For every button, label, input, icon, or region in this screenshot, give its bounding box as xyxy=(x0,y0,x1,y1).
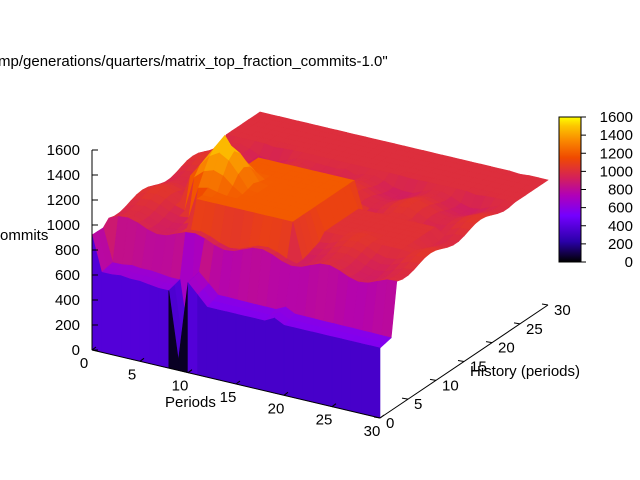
x-tick-mark xyxy=(187,369,193,374)
surface-side-panel xyxy=(331,336,342,410)
x-tick-label: 30 xyxy=(364,423,381,440)
z-axis-label: ommits xyxy=(0,227,48,244)
colorbar-tick-label: 400 xyxy=(608,218,633,235)
surface-side-panel xyxy=(158,288,170,369)
surface-mesh xyxy=(91,111,549,419)
z-tick-label: 600 xyxy=(55,267,80,284)
x-tick-label: 25 xyxy=(316,412,333,429)
colorbar-tick-label: 800 xyxy=(608,182,633,199)
z-tick-label: 1000 xyxy=(47,217,80,234)
x-tick-mark xyxy=(91,346,97,351)
surface-side-panel xyxy=(139,280,150,364)
x-tick-mark xyxy=(379,414,385,419)
z-tick-labels: 0 200 400 600 800 1000 1200 1400 1600 xyxy=(47,142,98,359)
y-tick-mark xyxy=(373,416,381,419)
surface-side-panel xyxy=(254,318,266,392)
surface-side-panel xyxy=(206,306,218,380)
z-tick-label: 200 xyxy=(55,317,80,334)
surface-side-panel xyxy=(245,315,256,389)
y-tick-label: 0 xyxy=(386,415,394,432)
x-tick-mark xyxy=(235,380,241,385)
colorbar-tick-label: 0 xyxy=(625,254,633,271)
surface-side-panel xyxy=(130,278,141,362)
x-tick-label: 15 xyxy=(220,389,237,406)
x-tick-mark xyxy=(139,357,145,362)
surface-side-panel xyxy=(350,340,362,414)
surface-side-panel xyxy=(274,317,285,396)
surface-side-panel xyxy=(120,275,131,360)
surface-side-panel xyxy=(197,294,208,378)
surface-side-panel xyxy=(226,311,237,385)
surface-side-panel xyxy=(312,331,323,405)
surface-side-panel xyxy=(302,329,314,403)
surface-side-panel xyxy=(283,324,294,398)
colorbar-tick-label: 1400 xyxy=(600,127,633,144)
y-tick-label: 30 xyxy=(554,302,571,319)
surface-side-panel xyxy=(149,284,160,367)
x-tick-label: 10 xyxy=(172,378,189,395)
x-axis-label: Periods xyxy=(165,394,216,411)
y-tick-mark xyxy=(541,303,549,306)
surface-side-panel xyxy=(293,327,304,401)
y-tick-labels: 0 5 10 15 20 25 30 xyxy=(373,302,571,432)
z-tick-label: 1400 xyxy=(47,167,80,184)
x-tick-mark xyxy=(331,403,337,408)
x-tick-label: 0 xyxy=(80,355,88,372)
z-tick-label: 400 xyxy=(55,292,80,309)
chart-title: mp/generations/quarters/matrix_top_fract… xyxy=(0,53,388,70)
y-tick-label: 15 xyxy=(470,359,487,376)
surface-side-panel xyxy=(216,309,227,383)
surface-side-panel xyxy=(341,338,352,412)
surface-side-panel xyxy=(101,271,112,355)
y-tick-label: 10 xyxy=(442,377,459,394)
y-tick-mark xyxy=(401,397,409,400)
x-tick-mark xyxy=(283,391,289,396)
y-tick-mark xyxy=(485,341,493,344)
y-tick-mark xyxy=(429,378,437,381)
y-tick-mark xyxy=(457,360,465,362)
x-tick-labels: 0 5 10 15 20 25 30 xyxy=(80,346,385,440)
colorbar-tick-label: 1200 xyxy=(600,145,633,162)
y-tick-label: 25 xyxy=(526,321,543,338)
surface-side-panel xyxy=(264,317,275,394)
z-tick-label: 1600 xyxy=(47,142,80,159)
y-tick-label: 20 xyxy=(498,340,515,357)
colorbar-tick-label: 200 xyxy=(608,236,633,253)
y-axis-label: History (periods) xyxy=(470,363,580,380)
surface-side-panel xyxy=(322,334,333,408)
surface-side-panel xyxy=(360,343,371,417)
surface-side-panel xyxy=(370,345,381,419)
surface-side-panel xyxy=(187,281,198,376)
y-tick-label: 5 xyxy=(414,396,422,413)
surface-side-panel xyxy=(110,274,122,358)
z-tick-label: 1200 xyxy=(47,192,80,209)
colorbar-tick-label: 1600 xyxy=(600,109,633,126)
x-tick-label: 20 xyxy=(268,400,285,417)
z-tick-label: 0 xyxy=(72,342,80,359)
y-tick-mark xyxy=(513,322,521,325)
x-tick-label: 5 xyxy=(128,366,136,383)
colorbar-tick-label: 600 xyxy=(608,200,633,217)
surface-side-panel xyxy=(235,313,246,387)
z-tick-label: 800 xyxy=(55,242,80,259)
colorbar xyxy=(558,116,582,263)
colorbar-tick-label: 1000 xyxy=(600,163,633,180)
